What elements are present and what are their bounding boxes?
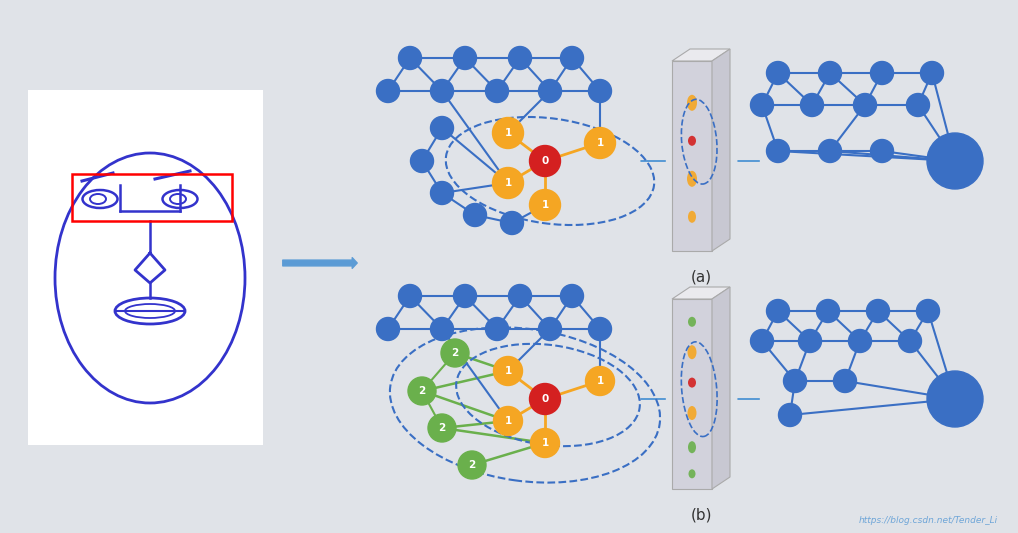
Circle shape — [834, 369, 856, 392]
Text: 1: 1 — [597, 376, 604, 386]
Circle shape — [431, 117, 453, 140]
Circle shape — [501, 212, 523, 235]
Text: https://blog.csdn.net/Tender_Li: https://blog.csdn.net/Tender_Li — [859, 516, 998, 525]
Circle shape — [853, 93, 876, 117]
Circle shape — [539, 79, 562, 102]
Ellipse shape — [688, 211, 696, 223]
Circle shape — [899, 329, 921, 352]
Circle shape — [494, 407, 522, 435]
Circle shape — [870, 61, 894, 85]
Ellipse shape — [688, 469, 695, 478]
Text: 1: 1 — [542, 200, 549, 210]
Text: 2: 2 — [451, 348, 459, 358]
Circle shape — [848, 329, 871, 352]
Circle shape — [588, 318, 612, 341]
Text: 2: 2 — [468, 460, 475, 470]
Ellipse shape — [688, 377, 696, 387]
Circle shape — [453, 285, 476, 308]
Circle shape — [779, 403, 801, 426]
Circle shape — [818, 61, 842, 85]
Polygon shape — [712, 287, 730, 489]
Circle shape — [916, 300, 940, 322]
Circle shape — [486, 79, 509, 102]
Polygon shape — [672, 287, 730, 299]
Text: 1: 1 — [504, 366, 512, 376]
Circle shape — [529, 190, 561, 221]
Circle shape — [408, 377, 436, 405]
Circle shape — [927, 133, 983, 189]
Circle shape — [529, 384, 561, 415]
Circle shape — [463, 204, 487, 227]
Circle shape — [870, 140, 894, 163]
Text: 1: 1 — [542, 438, 549, 448]
Circle shape — [767, 140, 790, 163]
Circle shape — [494, 357, 522, 385]
Circle shape — [428, 414, 456, 442]
Circle shape — [561, 285, 583, 308]
Ellipse shape — [688, 441, 696, 453]
Circle shape — [584, 127, 616, 158]
Text: 0: 0 — [542, 394, 549, 404]
Circle shape — [441, 339, 469, 367]
Circle shape — [509, 285, 531, 308]
Text: (a): (a) — [690, 269, 712, 284]
Circle shape — [431, 318, 453, 341]
Circle shape — [750, 329, 774, 352]
Ellipse shape — [688, 317, 696, 327]
Circle shape — [920, 61, 944, 85]
Polygon shape — [672, 61, 712, 251]
Circle shape — [816, 300, 840, 322]
Circle shape — [906, 93, 929, 117]
Circle shape — [493, 117, 523, 149]
Ellipse shape — [687, 171, 697, 187]
Circle shape — [458, 451, 486, 479]
Circle shape — [798, 329, 822, 352]
Text: 1: 1 — [504, 178, 512, 188]
Circle shape — [431, 182, 453, 205]
Circle shape — [588, 79, 612, 102]
Circle shape — [767, 300, 790, 322]
Ellipse shape — [687, 406, 696, 420]
Circle shape — [509, 46, 531, 69]
Polygon shape — [672, 299, 712, 489]
Circle shape — [784, 369, 806, 392]
Ellipse shape — [688, 136, 696, 146]
Circle shape — [398, 46, 421, 69]
Circle shape — [767, 61, 790, 85]
Circle shape — [431, 79, 453, 102]
Circle shape — [377, 79, 399, 102]
Text: 1: 1 — [504, 128, 512, 138]
Circle shape — [529, 146, 561, 176]
Circle shape — [750, 93, 774, 117]
Text: 1: 1 — [597, 138, 604, 148]
Text: 2: 2 — [439, 423, 446, 433]
Text: 1: 1 — [504, 416, 512, 426]
Polygon shape — [712, 49, 730, 251]
Circle shape — [398, 285, 421, 308]
Text: 0: 0 — [542, 156, 549, 166]
Circle shape — [486, 318, 509, 341]
Text: 2: 2 — [418, 386, 426, 396]
Circle shape — [410, 149, 434, 173]
Circle shape — [927, 371, 983, 427]
Circle shape — [800, 93, 824, 117]
Polygon shape — [672, 49, 730, 61]
Circle shape — [818, 140, 842, 163]
Circle shape — [377, 318, 399, 341]
Ellipse shape — [687, 95, 697, 111]
Circle shape — [493, 167, 523, 198]
Circle shape — [866, 300, 890, 322]
Circle shape — [530, 429, 560, 457]
FancyBboxPatch shape — [29, 90, 263, 445]
Circle shape — [539, 318, 562, 341]
Circle shape — [561, 46, 583, 69]
Ellipse shape — [687, 345, 696, 359]
Text: (b): (b) — [690, 507, 712, 522]
Circle shape — [453, 46, 476, 69]
Circle shape — [585, 367, 615, 395]
